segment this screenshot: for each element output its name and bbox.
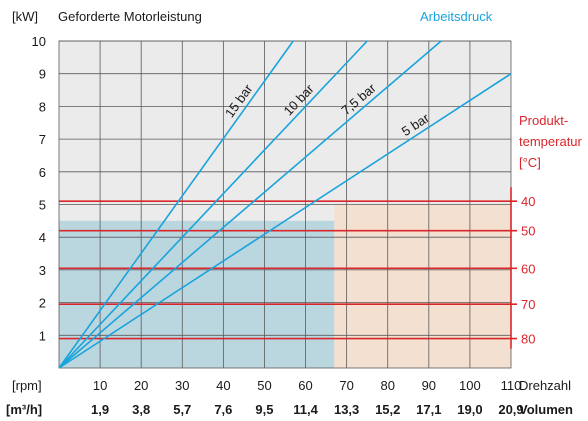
temperature-title-line1: Produkt- [519,113,568,128]
series-line [58,73,512,369]
x2-tick-label: 1,9 [91,402,109,417]
x-axis-label: Drehzahl [519,378,571,393]
y-tick-label: 1 [39,328,46,343]
y-tick-label: 10 [32,34,46,49]
x2-tick-labels: 1,9 3,8 5,7 7,6 9,5 11,4 13,3 15,2 17,1 19,0 20,9 [91,402,524,417]
x-tick-label: 110 [501,378,522,393]
x-tick-label: 50 [257,378,271,393]
temperature-unit: [°C] [519,155,541,170]
temperature-label: 70 [521,297,535,312]
y-tick-label: 3 [39,263,46,278]
x2-tick-label: 17,1 [416,402,441,417]
peach-region [334,204,511,368]
x-tick-label: 40 [216,378,230,393]
grid-layer [58,40,512,369]
y-tick-label: 4 [39,230,46,245]
y-tick-label: 6 [39,165,46,180]
x-tick-labels: 10 20 30 40 50 60 70 80 90 100 110 [93,378,522,393]
x2-tick-label: 13,3 [334,402,359,417]
x-tick-label: 100 [459,378,481,393]
x2-tick-label: 19,0 [457,402,482,417]
x-tick-label: 70 [339,378,353,393]
temperature-label: 50 [521,224,535,239]
x2-tick-label: 7,6 [214,402,232,417]
y-tick-label: 8 [39,99,46,114]
series-line [58,40,442,369]
y-tick-label: 9 [39,67,46,82]
x-tick-label: 10 [93,378,107,393]
temperature-title-line2: temperatur [519,134,583,149]
x-unit: [rpm] [12,378,42,393]
y-tick-label: 7 [39,132,46,147]
x-tick-label: 60 [298,378,312,393]
chart-title: Geforderte Motorleistung [58,9,202,24]
x2-tick-label: 5,7 [173,402,191,417]
x2-axis-label: Volumen [519,402,573,417]
temperature-label: 40 [521,194,535,209]
y-tick-labels: 1 2 3 4 5 6 7 8 9 10 [32,34,46,343]
temperature-label: 80 [521,332,535,347]
y-tick-label: 2 [39,296,46,311]
x2-tick-label: 15,2 [375,402,400,417]
series-line [58,40,368,369]
x-tick-label: 90 [422,378,436,393]
series-line [58,40,294,369]
x-tick-label: 80 [380,378,394,393]
x-tick-label: 30 [175,378,189,393]
x2-tick-label: 3,8 [132,402,150,417]
regions-layer [59,204,511,368]
y-unit: [kW] [12,9,38,24]
legend-title: Arbeitsdruck [420,9,493,24]
temperature-labels: 40 50 60 70 80 [521,194,535,346]
y-tick-label: 5 [39,198,46,213]
x-tick-label: 20 [134,378,148,393]
x2-tick-label: 20,9 [498,402,523,417]
x2-tick-label: 11,4 [293,402,318,417]
x2-tick-label: 9,5 [255,402,273,417]
temperature-lines [59,187,517,349]
temperature-label: 60 [521,261,535,276]
x2-unit: [m³/h] [6,402,42,417]
blue-region [59,220,335,368]
